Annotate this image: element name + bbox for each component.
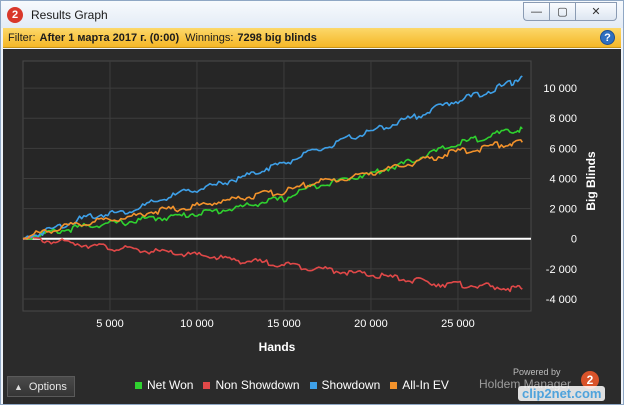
legend-item[interactable]: Showdown [309,378,381,392]
title-bar: 2 Results Graph — ▢ ✕ [1,1,623,28]
plot-background [22,60,532,312]
legend-swatch [390,381,398,389]
series-line-net-won [22,126,523,240]
y-tick-label: 10 000 [543,83,577,95]
x-tick-label: 25 000 [441,318,475,330]
legend-label: All-In EV [402,378,449,392]
window-controls: — ▢ ✕ [523,2,617,21]
y-axis-label: Big Blinds [584,151,598,211]
y-tick-label: 2 000 [549,204,577,216]
brand-logo-icon: 2 [581,371,599,389]
x-tick-label: 15 000 [267,318,301,330]
options-button[interactable]: ▲ Options [7,376,75,397]
y-tick-label: 8 000 [549,113,577,125]
x-tick-label: 20 000 [354,318,388,330]
x-axis-label: Hands [259,340,296,354]
powered-by-label: Powered by [513,367,561,377]
filter-bar: Filter: After 1 марта 2017 г. (0:00) Win… [3,28,621,48]
legend-swatch [309,381,317,389]
results-chart: 5 000 10 000 15 000 20 000 25 000 -4 000 -2 00… [22,60,598,354]
maximize-button[interactable]: ▢ [549,2,575,21]
legend-label: Showdown [321,378,381,392]
minimize-button[interactable]: — [523,2,549,21]
x-tick-label: 5 000 [96,318,124,330]
y-tick-label: 4 000 [549,173,577,185]
winnings-value: 7298 big blinds [237,31,317,44]
x-tick-label: 10 000 [180,318,214,330]
chart-legend: Net Won Non Showdown Showdown All-In EV [135,378,459,392]
winnings-label: Winnings: [185,31,234,44]
options-label: Options [28,380,67,393]
y-tick-label: 6 000 [549,143,577,155]
filter-value: After 1 марта 2017 г. (0:00) [39,31,180,44]
y-tick-label: -4 000 [546,294,577,306]
chart-area: 5 000 10 000 15 000 20 000 25 000 -4 000 -2 00… [3,49,621,404]
series-line-non-showdown [22,235,523,293]
series-line-showdown [22,75,523,240]
legend-item[interactable]: Net Won [135,378,193,392]
window-title: Results Graph [31,7,108,22]
legend-item[interactable]: All-In EV [390,378,449,392]
chevron-up-icon: ▲ [14,381,23,392]
y-tick-label: -2 000 [546,264,577,276]
legend-swatch [135,381,142,389]
y-tick-label: 0 [571,234,577,246]
help-icon[interactable]: ? [600,30,615,45]
legend-label: Non Showdown [215,378,300,392]
watermark: clip2net.com [518,386,606,401]
app-logo-icon: 2 [7,6,23,23]
close-button[interactable]: ✕ [575,2,617,21]
legend-item[interactable]: Non Showdown [203,378,300,392]
legend-label: Net Won [147,378,194,392]
legend-swatch [203,381,211,389]
series-line-all-in-ev [22,139,523,240]
filter-label: Filter: [8,31,36,44]
